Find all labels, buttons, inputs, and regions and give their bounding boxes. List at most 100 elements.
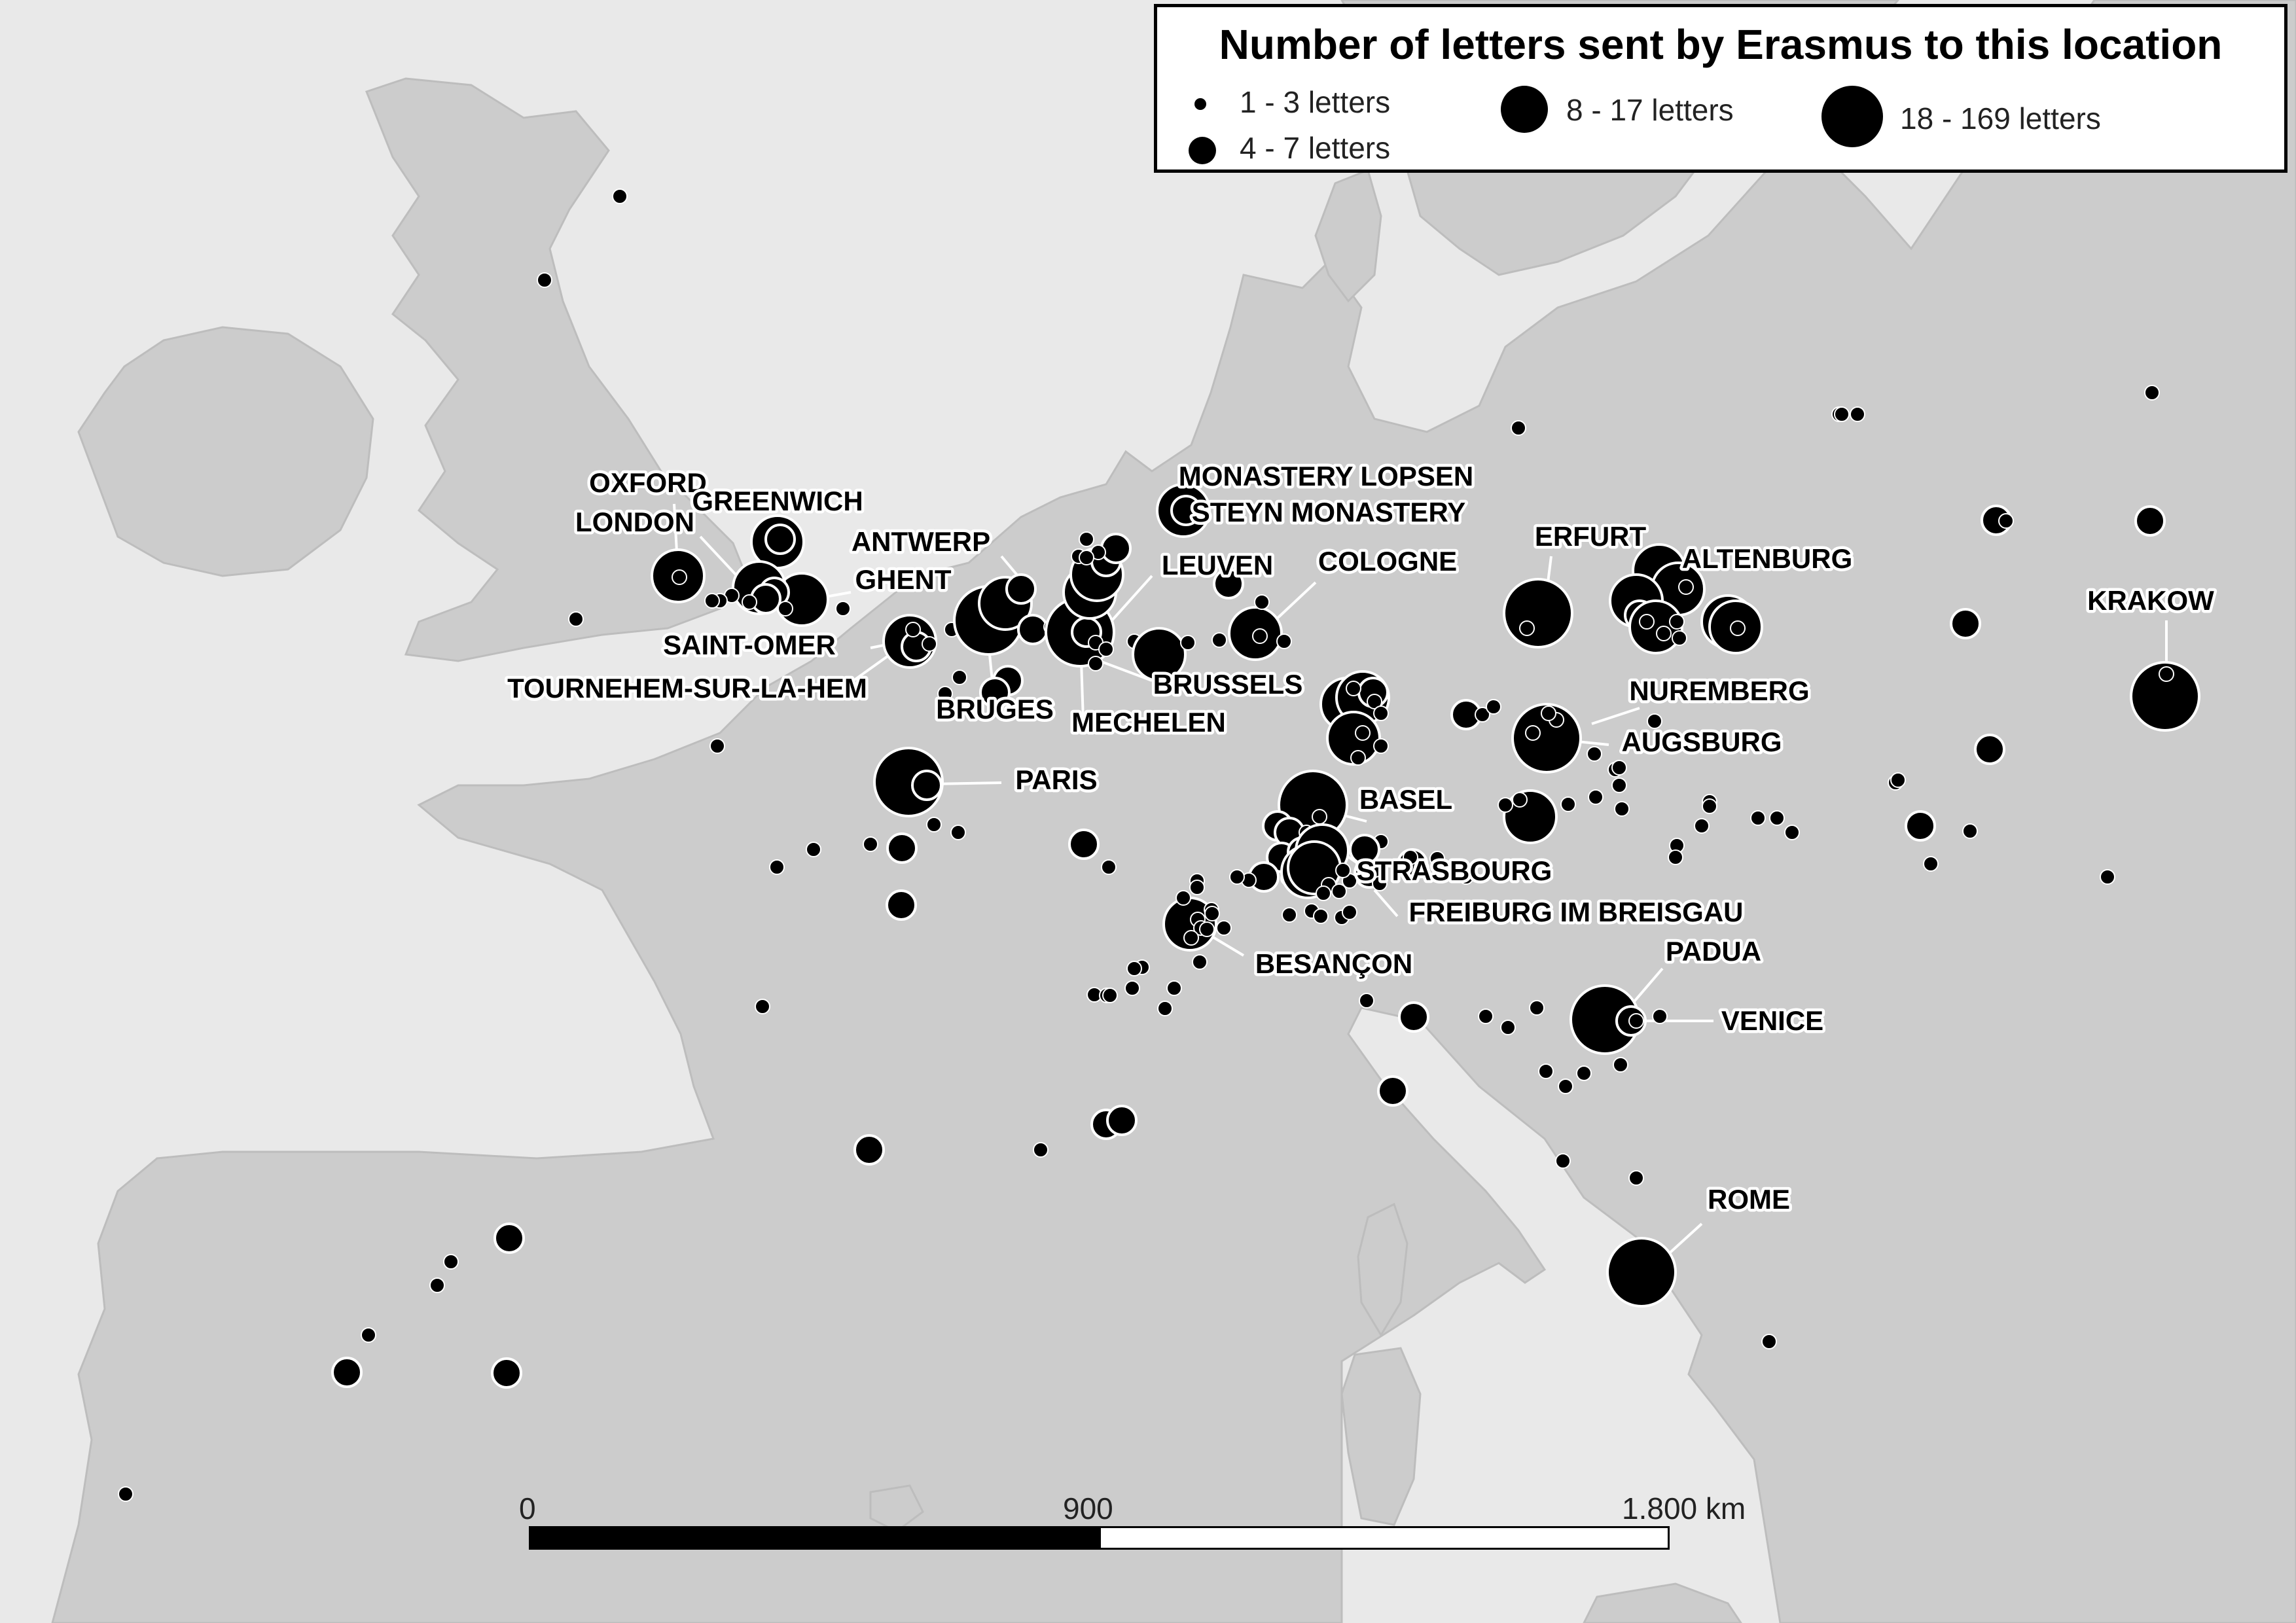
location-marker[interactable]: [1335, 863, 1351, 878]
location-marker[interactable]: [704, 593, 720, 609]
location-marker[interactable]: [1611, 777, 1627, 793]
location-marker[interactable]: [1316, 885, 1331, 901]
location-marker[interactable]: [742, 594, 757, 610]
location-marker[interactable]: [1647, 713, 1662, 729]
location-marker[interactable]: [1850, 406, 1865, 422]
location-marker[interactable]: [709, 738, 725, 754]
location-marker[interactable]: [1331, 883, 1347, 899]
location-marker[interactable]: [1614, 801, 1630, 817]
location-marker[interactable]: [2144, 385, 2160, 401]
location-marker[interactable]: [1503, 578, 1573, 649]
location-marker[interactable]: [1189, 880, 1205, 895]
location-marker[interactable]: [331, 1357, 363, 1388]
location-marker[interactable]: [1017, 614, 1049, 645]
location-marker[interactable]: [1606, 1237, 1677, 1308]
location-marker[interactable]: [1639, 614, 1655, 630]
location-marker[interactable]: [1079, 531, 1094, 547]
location-marker[interactable]: [1079, 550, 1094, 565]
location-marker[interactable]: [1170, 495, 1202, 526]
location-marker[interactable]: [886, 832, 918, 864]
location-marker[interactable]: [764, 524, 796, 555]
location-marker[interactable]: [1538, 1063, 1554, 1079]
location-marker[interactable]: [1512, 792, 1528, 808]
location-marker[interactable]: [1372, 876, 1388, 891]
location-marker[interactable]: [1377, 1075, 1408, 1107]
location-marker[interactable]: [1342, 904, 1357, 920]
location-marker[interactable]: [905, 622, 921, 637]
location-marker[interactable]: [1183, 930, 1199, 946]
location-marker[interactable]: [1834, 406, 1850, 422]
location-marker[interactable]: [1132, 627, 1187, 682]
location-marker[interactable]: [1166, 980, 1182, 996]
location-marker[interactable]: [1628, 1170, 1644, 1186]
location-marker[interactable]: [1694, 818, 1710, 834]
location-marker[interactable]: [1784, 825, 1800, 840]
location-marker[interactable]: [755, 999, 770, 1014]
location-marker[interactable]: [1475, 707, 1490, 722]
location-marker[interactable]: [1611, 760, 1627, 776]
location-marker[interactable]: [1157, 1001, 1173, 1016]
location-marker[interactable]: [1730, 620, 1746, 636]
location-marker[interactable]: [1367, 694, 1382, 709]
location-marker[interactable]: [922, 636, 937, 652]
location-marker[interactable]: [911, 770, 942, 801]
location-marker[interactable]: [1326, 711, 1381, 766]
location-marker[interactable]: [1519, 620, 1535, 636]
location-markers[interactable]: [118, 188, 2200, 1502]
location-marker[interactable]: [1098, 641, 1114, 657]
location-marker[interactable]: [537, 272, 552, 288]
location-marker[interactable]: [429, 1277, 445, 1293]
location-marker[interactable]: [1211, 632, 1227, 648]
location-marker[interactable]: [1254, 594, 1270, 610]
location-marker[interactable]: [118, 1486, 134, 1502]
location-marker[interactable]: [672, 569, 687, 585]
location-marker[interactable]: [1890, 772, 1906, 788]
location-marker[interactable]: [2130, 661, 2200, 732]
location-marker[interactable]: [769, 859, 785, 875]
location-marker[interactable]: [1974, 734, 2005, 765]
location-marker[interactable]: [1500, 1020, 1516, 1035]
location-marker[interactable]: [863, 836, 878, 852]
location-marker[interactable]: [1962, 823, 1978, 839]
location-marker[interactable]: [1525, 725, 1541, 741]
location-marker[interactable]: [1373, 738, 1389, 754]
location-marker[interactable]: [937, 686, 953, 702]
location-marker[interactable]: [1656, 626, 1672, 641]
location-marker[interactable]: [1652, 1008, 1668, 1024]
location-marker[interactable]: [1124, 980, 1140, 996]
location-marker[interactable]: [1313, 908, 1329, 924]
location-marker[interactable]: [1587, 746, 1602, 762]
location-marker[interactable]: [1126, 961, 1142, 976]
location-marker[interactable]: [1498, 797, 1513, 813]
location-marker[interactable]: [1503, 789, 1558, 844]
location-marker[interactable]: [1761, 1334, 1777, 1349]
location-marker[interactable]: [361, 1327, 376, 1343]
location-marker[interactable]: [1998, 513, 2014, 529]
location-marker[interactable]: [1923, 856, 1939, 872]
location-marker[interactable]: [1359, 993, 1374, 1008]
location-marker[interactable]: [1588, 789, 1604, 805]
location-marker[interactable]: [491, 1357, 522, 1389]
location-marker[interactable]: [443, 1254, 459, 1270]
location-marker[interactable]: [1403, 849, 1418, 865]
location-marker[interactable]: [1750, 810, 1766, 826]
location-marker[interactable]: [1769, 810, 1785, 826]
location-marker[interactable]: [2134, 505, 2166, 537]
location-marker[interactable]: [954, 699, 970, 715]
location-marker[interactable]: [1458, 869, 1474, 885]
location-marker[interactable]: [1213, 568, 1244, 599]
location-marker[interactable]: [806, 842, 821, 857]
location-marker[interactable]: [1033, 1142, 1049, 1158]
location-marker[interactable]: [1429, 851, 1445, 866]
location-marker[interactable]: [886, 889, 917, 921]
location-marker[interactable]: [1668, 849, 1683, 865]
location-marker[interactable]: [1100, 533, 1132, 564]
location-marker[interactable]: [1511, 420, 1526, 436]
location-marker[interactable]: [1088, 656, 1103, 671]
location-marker[interactable]: [1398, 1001, 1429, 1033]
location-marker[interactable]: [1101, 859, 1117, 875]
location-marker[interactable]: [1350, 750, 1366, 766]
location-marker[interactable]: [1373, 705, 1389, 721]
location-marker[interactable]: [1282, 907, 1297, 923]
